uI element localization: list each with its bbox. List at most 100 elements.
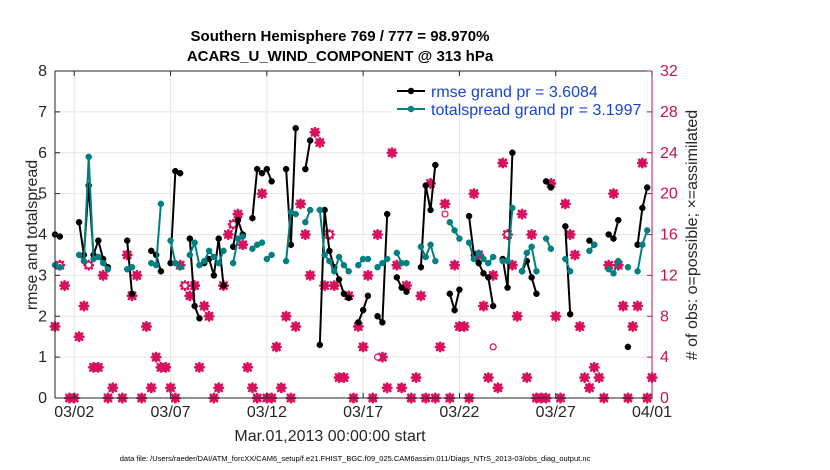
series-point-rmse bbox=[326, 247, 333, 255]
series-point-spread bbox=[191, 239, 198, 246]
series-point-rmse bbox=[432, 161, 439, 169]
obs-possible-only-marker bbox=[489, 343, 497, 351]
series-point-spread bbox=[562, 255, 569, 263]
series-line-rmse bbox=[304, 140, 312, 170]
series-point-spread bbox=[639, 241, 646, 248]
x-axis-label: Mar.01,2013 00:00:00 start bbox=[234, 428, 426, 445]
obs-assimilated-marker bbox=[612, 259, 624, 271]
y-tick-label-left: 4 bbox=[38, 227, 47, 244]
obs-assimilated-marker bbox=[338, 372, 350, 384]
obs-assimilated-marker bbox=[579, 372, 591, 384]
series-point-spread bbox=[239, 233, 247, 240]
obs-assimilated-marker bbox=[376, 351, 388, 363]
series-point-rmse bbox=[335, 276, 343, 283]
tick-labels: 03/02 03/07 03/12 03/17 03/22 03/27 04/0101234… bbox=[38, 63, 678, 421]
series-point-spread bbox=[456, 235, 463, 242]
series-point-spread bbox=[176, 263, 184, 271]
obs-assimilated-marker bbox=[189, 280, 201, 292]
y-tick-label-right: 28 bbox=[660, 104, 678, 121]
series-point-spread bbox=[205, 247, 213, 255]
obs-assimilated-marker bbox=[386, 147, 398, 159]
obs-assimilated-marker bbox=[400, 280, 412, 292]
obs-assimilated-marker bbox=[492, 382, 504, 394]
series-point-rmse bbox=[485, 274, 492, 281]
obs-assimilated-marker bbox=[242, 361, 254, 373]
y-tick-label-left: 7 bbox=[38, 104, 47, 121]
chart-title-line1: Southern Hemisphere 769 / 777 = 98.970% bbox=[191, 28, 490, 45]
legend-box bbox=[392, 79, 644, 119]
series-point-rmse bbox=[547, 184, 555, 191]
series-point-rmse bbox=[345, 294, 352, 302]
obs-assimilated-marker bbox=[391, 259, 403, 271]
series-point-rmse bbox=[533, 290, 540, 298]
series-point-rmse bbox=[475, 259, 482, 267]
series-point-spread bbox=[186, 251, 194, 259]
obs-assimilated-marker bbox=[617, 300, 629, 312]
series-point-spread bbox=[465, 239, 473, 246]
obs-assimilated-marker bbox=[198, 300, 210, 312]
series-point-rmse bbox=[316, 341, 324, 349]
obs-assimilated-marker bbox=[319, 280, 331, 292]
y-tick-label-left: 6 bbox=[38, 145, 47, 162]
obs-assimilated-marker bbox=[458, 320, 470, 332]
series-point-spread bbox=[605, 265, 612, 273]
series-point-rmse bbox=[393, 274, 401, 281]
obs-assimilated-marker bbox=[97, 269, 109, 281]
series-line-rmse bbox=[468, 215, 495, 307]
x-tick-label: 03/07 bbox=[151, 404, 191, 421]
series-point-spread bbox=[75, 251, 83, 259]
series-point-rmse bbox=[95, 237, 102, 244]
series-line-rmse bbox=[521, 258, 538, 295]
legend-marker-spread bbox=[407, 105, 415, 113]
obs-assimilated-marker bbox=[107, 382, 119, 394]
obs-assimilated-marker bbox=[131, 269, 143, 281]
series-point-rmse bbox=[374, 313, 381, 320]
series-point-spread bbox=[475, 249, 482, 257]
series-point-spread bbox=[379, 259, 386, 267]
series-point-rmse bbox=[610, 235, 617, 242]
obs-assimilated-marker bbox=[550, 310, 562, 322]
series-point-spread bbox=[196, 261, 203, 269]
series-point-rmse bbox=[215, 235, 222, 242]
series-point-spread bbox=[504, 257, 511, 265]
series-point-rmse bbox=[282, 165, 290, 173]
series-point-spread bbox=[220, 247, 227, 255]
y-tick-label-left: 8 bbox=[38, 63, 47, 80]
obs-assimilated-marker bbox=[564, 229, 576, 240]
obs-assimilated-marker bbox=[396, 382, 408, 394]
series-point-rmse bbox=[398, 284, 405, 291]
series-lines bbox=[51, 124, 651, 351]
obs-assimilated-marker bbox=[583, 382, 595, 394]
series-point-rmse bbox=[359, 306, 367, 314]
obs-assimilated-marker bbox=[607, 188, 619, 200]
series-point-spread bbox=[432, 257, 439, 265]
obs-assimilated-marker bbox=[521, 372, 533, 384]
x-tick-label: 03/17 bbox=[343, 404, 383, 421]
series-point-rmse bbox=[446, 290, 454, 298]
series-point-rmse bbox=[302, 165, 309, 173]
obs-assimilated-marker bbox=[468, 188, 480, 200]
series-point-spread bbox=[128, 263, 136, 271]
series-point-rmse bbox=[292, 124, 299, 132]
series-line-spread bbox=[521, 244, 538, 272]
series-point-spread bbox=[533, 268, 540, 275]
obs-assimilated-marker bbox=[275, 382, 287, 394]
series-point-spread bbox=[615, 257, 622, 265]
obs-assimilated-marker bbox=[184, 290, 196, 302]
series-point-rmse bbox=[306, 137, 314, 144]
series-point-rmse bbox=[528, 274, 535, 281]
obs-assimilated-marker bbox=[439, 198, 451, 210]
series-point-spread bbox=[56, 263, 64, 271]
series-point-spread bbox=[446, 218, 454, 226]
series-point-rmse bbox=[253, 165, 261, 173]
y-tick-label-left: 1 bbox=[38, 349, 47, 366]
series-point-rmse bbox=[196, 315, 203, 322]
obs-assimilated-marker bbox=[213, 382, 225, 394]
obs-assimilated-marker bbox=[160, 361, 172, 373]
obs-assimilated-marker bbox=[511, 310, 523, 322]
y-axis-label-right: # of obs: o=possible; ×=assimilated bbox=[684, 110, 701, 360]
series-point-rmse bbox=[456, 286, 463, 293]
series-point-spread bbox=[152, 261, 160, 269]
obs-assimilated-marker bbox=[372, 229, 384, 240]
series-point-spread bbox=[263, 255, 271, 263]
